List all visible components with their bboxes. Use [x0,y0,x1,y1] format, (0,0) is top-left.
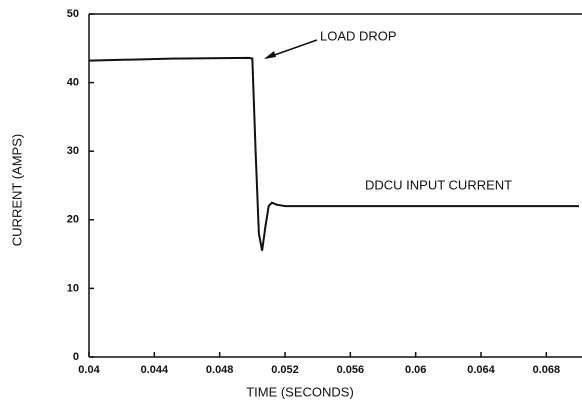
x-tick-label: 0.052 [271,364,299,376]
line-series [88,56,579,251]
x-tick-label: 0.044 [141,364,169,376]
annotation: DDCU INPUT CURRENT [365,177,512,192]
arrow-head [264,51,276,59]
y-tick-label: 10 [67,282,79,294]
y-tick-label: 50 [67,8,79,20]
x-tick-label: 0.056 [337,364,365,376]
x-tick-label: 0.06 [405,364,426,376]
y-axis-label: CURRENT (AMPS) [9,134,24,246]
x-tick-label: 0.04 [78,364,100,376]
y-tick-label: 40 [67,77,79,89]
x-axis-label: TIME (SECONDS) [246,384,354,399]
annotation: LOAD DROP [320,28,397,43]
x-tick-label: 0.064 [467,364,495,376]
y-tick-label: 30 [67,145,79,157]
x-tick-label: 0.048 [206,364,234,376]
y-tick-label: 20 [67,214,79,226]
y-tick-label: 0 [73,351,79,363]
x-tick-label: 0.068 [533,364,561,376]
